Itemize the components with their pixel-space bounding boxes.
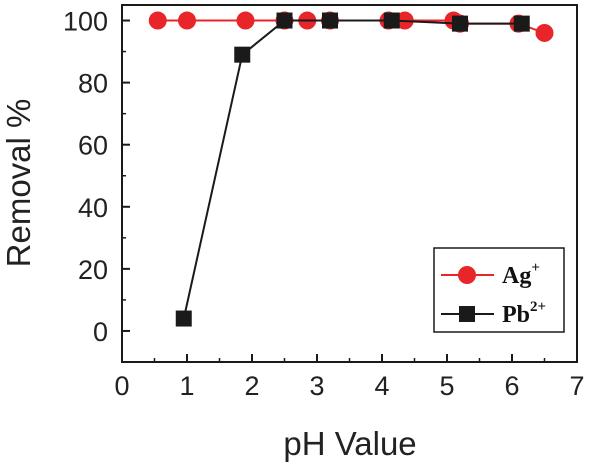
svg-text:Ag+: Ag+: [502, 260, 540, 289]
pb-data-point: [513, 15, 530, 32]
y-tick-label: 0: [93, 317, 108, 347]
ag-series-line: [157, 19, 545, 34]
ag-data-point: [148, 11, 167, 30]
y-tick-label: 100: [63, 7, 108, 37]
pb-data-point: [175, 310, 192, 327]
legend-box: [433, 247, 565, 333]
pb-data-point: [322, 12, 338, 29]
x-tick-label: 6: [504, 371, 519, 401]
legend-pb-superscript: 2+: [530, 299, 546, 315]
legend-pb-marker: [459, 306, 475, 322]
pb-data-point: [452, 15, 468, 32]
legend-pb-label: Pb: [502, 302, 530, 328]
x-axis-ticks: 0 1 2 3 4 5 6 7: [114, 354, 585, 401]
x-tick-label: 1: [179, 371, 194, 401]
y-tick-label: 40: [78, 193, 108, 223]
ag-data-point: [178, 11, 196, 30]
x-tick-label: 5: [439, 371, 454, 401]
ag-data-point: [236, 11, 255, 30]
y-tick-label: 20: [78, 255, 108, 285]
y-tick-label: 60: [78, 131, 108, 161]
y-tick-label: 80: [78, 69, 108, 99]
x-tick-label: 0: [114, 371, 129, 401]
y-axis-title: Removal %: [0, 99, 37, 268]
legend-ag-label: Ag: [502, 263, 531, 289]
pb-data-point: [234, 46, 251, 63]
pb-data-point: [276, 12, 293, 29]
x-tick-label: 4: [374, 371, 389, 401]
pb-data-point: [383, 12, 400, 29]
x-tick-label: 7: [569, 371, 584, 401]
x-axis-title: pH Value: [283, 425, 416, 462]
x-tick-label: 3: [309, 371, 324, 401]
series-layer: [148, 11, 554, 327]
svg-text:Pb2+: Pb2+: [502, 299, 546, 328]
legend-ag-marker: [458, 266, 476, 284]
x-tick-label: 2: [244, 371, 259, 401]
ag-data-point: [535, 23, 554, 42]
legend-ag-superscript: +: [531, 260, 540, 276]
y-axis-ticks: 0 20 40 60 80 100: [63, 7, 130, 347]
legend: Ag+ Pb2+: [433, 247, 565, 333]
